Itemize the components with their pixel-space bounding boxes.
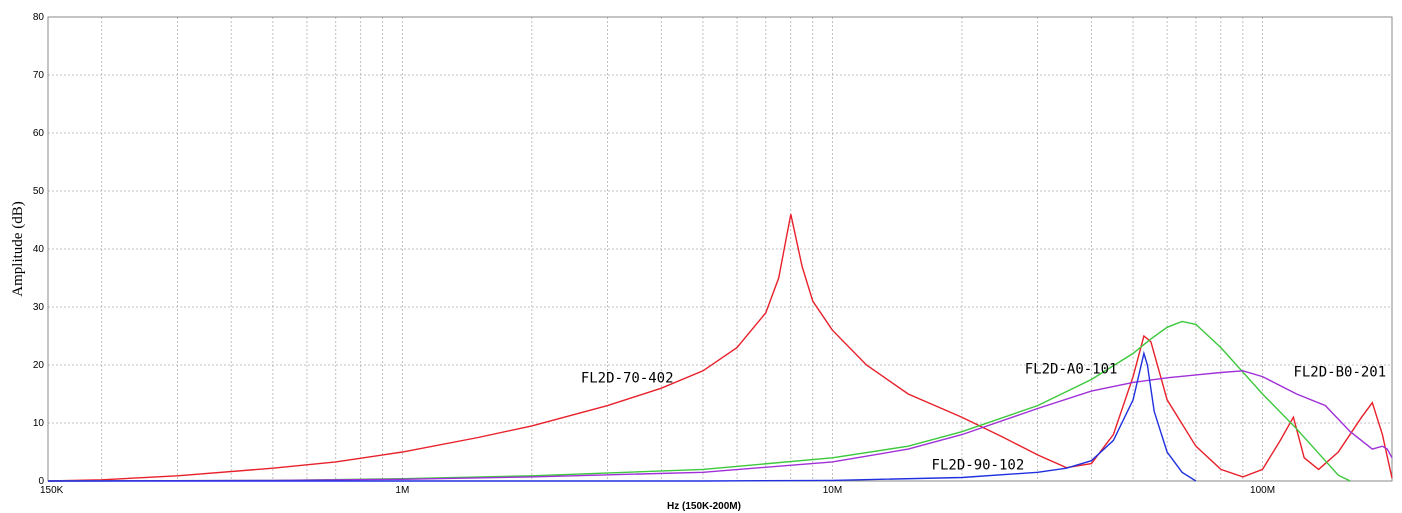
series-label-fl2d-b0-201: FL2D-B0-201: [1293, 365, 1386, 381]
y-tick-label: 50: [33, 186, 45, 197]
x-tick-label: 1M: [395, 485, 409, 496]
series-line-fl2d-90-102: [48, 350, 1197, 482]
series-label-fl2d-70-402: FL2D-70-402: [581, 370, 674, 386]
x-tick-label: 100M: [1250, 485, 1275, 496]
series-layer: [47, 214, 1393, 482]
y-tick-label: 10: [33, 418, 45, 429]
y-tick-label: 20: [33, 360, 45, 371]
x-tick-label: 10M: [823, 485, 842, 496]
series-labels: FL2D-70-402 FL2D-A0-101 FL2D-B0-201 FL2D-90…: [581, 362, 1386, 474]
series-line-fl2d-a0-101: [47, 320, 1351, 482]
x-axis-ticks: 150K 1M 10M 100M: [40, 485, 1275, 496]
y-tick-label: 30: [33, 302, 45, 313]
x-axis-label: Hz (150K-200M): [667, 501, 741, 512]
series-line-fl2d-70-402: [47, 214, 1393, 482]
series-label-fl2d-90-102: FL2D-90-102: [932, 457, 1025, 473]
y-axis-label: Amplitude (dB): [10, 201, 26, 296]
x-tick-label: 150K: [40, 485, 64, 496]
grid-layer: [48, 16, 1393, 482]
y-tick-label: 40: [33, 244, 45, 255]
y-tick-label: 80: [33, 12, 45, 23]
series-line-fl2d-b0-201: [47, 370, 1393, 482]
y-tick-label: 60: [33, 128, 45, 139]
y-tick-label: 0: [38, 476, 44, 487]
y-axis-ticks: 0 10 20 30 40 50 60 70 80: [33, 12, 45, 487]
series-label-fl2d-a0-101: FL2D-A0-101: [1025, 362, 1118, 378]
y-tick-label: 70: [33, 70, 45, 81]
